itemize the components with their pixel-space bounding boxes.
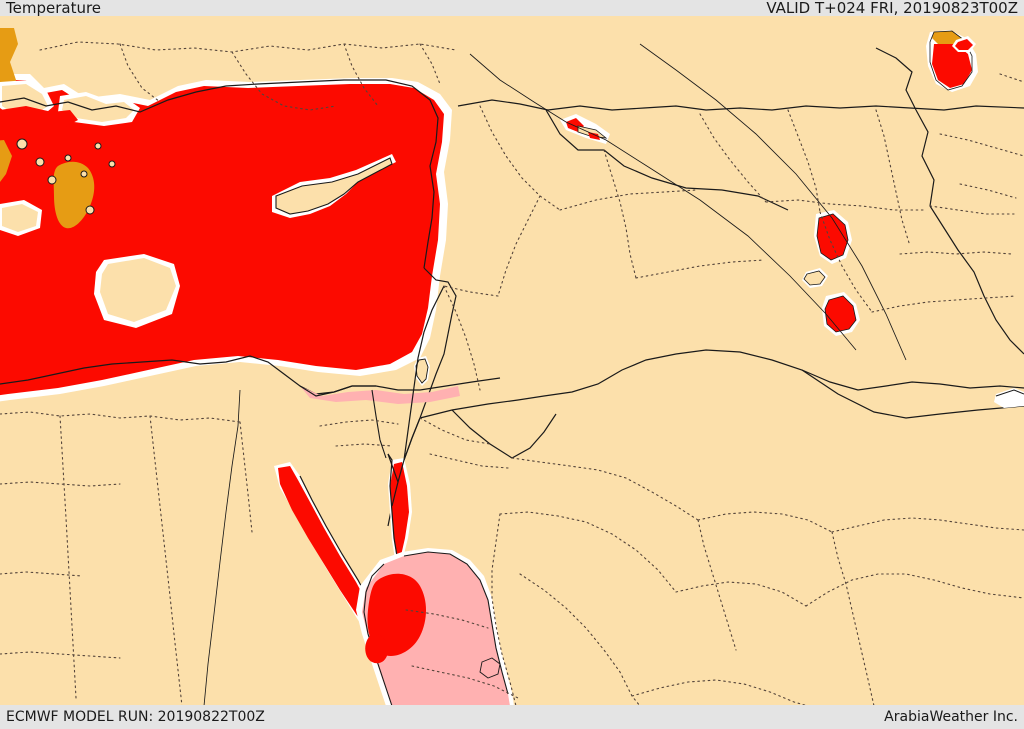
footer-bar: ECMWF MODEL RUN: 20190822T00Z ArabiaWeat… — [0, 705, 1024, 729]
island-crete — [100, 258, 176, 322]
header-bar: Temperature VALID T+024 FRI, 20190823T00… — [0, 0, 1024, 16]
island-peloponnese-tip — [2, 204, 38, 232]
island-cyprus — [272, 154, 396, 218]
coastline-gulf-hint — [994, 388, 1024, 408]
map-svg[interactable] — [0, 14, 1024, 706]
page-title: Temperature — [6, 0, 102, 17]
region-marmara-hot — [0, 106, 78, 132]
region-delta-coast-warm — [300, 386, 460, 404]
borders-international — [387, 47, 1024, 507]
model-run-label: ECMWF MODEL RUN: 20190822T00Z — [6, 709, 265, 725]
attribution-label: ArabiaWeather Inc. — [884, 709, 1018, 725]
forecast-valid-label: VALID T+024 FRI, 20190823T00Z — [766, 0, 1018, 17]
region-ionian-warm-core-south — [0, 140, 12, 182]
lake-small-northeast — [952, 36, 976, 52]
lake-razzaza — [822, 292, 860, 336]
sinai-and-gulfs — [274, 385, 412, 640]
map-canvas[interactable]: Temperature ECMWF T+024 FRI 20190823T00Z… — [0, 14, 1024, 706]
region-red-sea — [356, 548, 514, 706]
rivers — [203, 43, 907, 706]
lake-dead-sea — [414, 356, 430, 386]
lake-tharthar — [814, 210, 852, 264]
lake-habbaniyah — [802, 268, 828, 288]
coastline-egypt — [0, 355, 501, 395]
borders-admin — [0, 41, 1024, 706]
coastline-anatolia — [0, 79, 457, 335]
region-mediterranean-warm-core — [53, 161, 95, 229]
